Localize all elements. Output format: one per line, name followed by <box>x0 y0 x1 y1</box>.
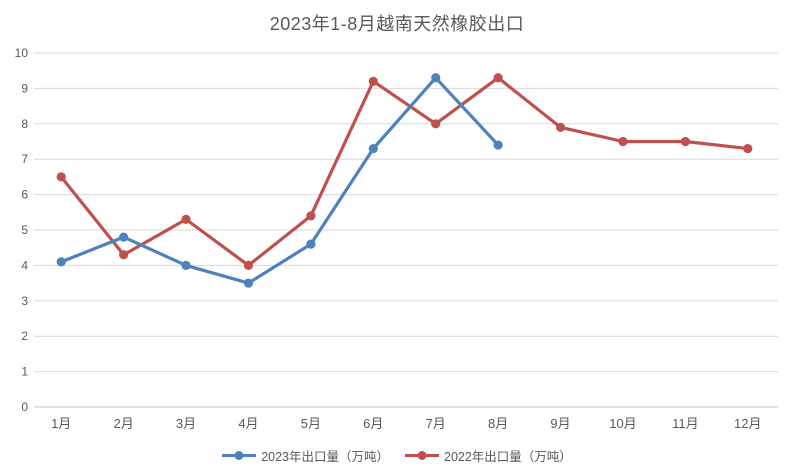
y-tick-label: 3 <box>21 294 28 308</box>
data-point-marker-2022 <box>493 73 503 83</box>
x-tick-label: 8月 <box>488 416 508 431</box>
legend-label-2023: 2023年出口量（万吨） <box>261 450 389 464</box>
x-tick-label: 6月 <box>363 416 383 431</box>
series-line-2022 <box>59 76 750 267</box>
legend-item-2023: 2023年出口量（万吨） <box>222 446 389 465</box>
y-tick-label: 7 <box>21 152 28 166</box>
data-point-marker-2023 <box>119 232 129 242</box>
data-point-marker-2023 <box>306 239 316 249</box>
legend-marker-2022-icon <box>405 451 439 460</box>
y-tick-label: 9 <box>21 81 28 95</box>
x-tick-label: 4月 <box>238 416 258 431</box>
y-tick-label: 1 <box>21 365 28 379</box>
data-point-marker-2023 <box>243 278 254 288</box>
data-point-marker-2023 <box>181 260 191 270</box>
x-tick-label: 1月 <box>51 416 71 431</box>
x-tick-label: 7月 <box>426 416 446 431</box>
data-point-marker-2022 <box>119 250 129 260</box>
y-tick-label: 0 <box>21 400 28 414</box>
x-tick-label: 11月 <box>672 416 699 431</box>
legend-label-2022: 2022年出口量（万吨） <box>444 450 572 464</box>
data-point-marker-2022 <box>680 136 690 147</box>
data-point-marker-2022 <box>306 211 316 221</box>
data-point-marker-2022 <box>56 172 66 182</box>
data-point-marker-2022 <box>431 119 441 129</box>
legend-item-2022: 2022年出口量（万吨） <box>405 446 572 465</box>
data-point-marker-2023 <box>493 140 503 150</box>
x-tick-label: 9月 <box>550 416 570 431</box>
data-point-marker-2022 <box>555 122 566 132</box>
x-tick-label: 5月 <box>301 416 321 431</box>
data-point-marker-2022 <box>743 143 753 154</box>
y-tick-label: 5 <box>21 223 28 237</box>
y-tick-label: 8 <box>21 117 28 131</box>
chart-title: 2023年1-8月越南天然橡胶出口 <box>269 14 525 34</box>
legend: 2023年出口量（万吨） 2022年出口量（万吨） <box>0 446 794 465</box>
data-point-marker-2022 <box>181 214 191 224</box>
data-point-marker-2023 <box>368 143 378 154</box>
data-point-marker-2022 <box>243 260 254 270</box>
legend-marker-2023-icon <box>222 451 257 460</box>
data-point-marker-2023 <box>56 257 66 267</box>
data-point-marker-2023 <box>431 73 441 83</box>
data-point-marker-2022 <box>618 136 628 147</box>
y-tick-label: 2 <box>21 329 28 343</box>
x-tick-label: 3月 <box>176 416 196 431</box>
series-line-2023 <box>59 76 500 285</box>
x-tick-label: 2月 <box>114 416 134 431</box>
x-tick-label: 12月 <box>734 416 761 431</box>
data-point-marker-2022 <box>368 76 378 86</box>
y-tick-label: 4 <box>21 258 28 272</box>
x-tick-label: 10月 <box>609 416 636 431</box>
y-tick-label: 10 <box>15 46 29 60</box>
y-tick-label: 6 <box>21 188 28 202</box>
